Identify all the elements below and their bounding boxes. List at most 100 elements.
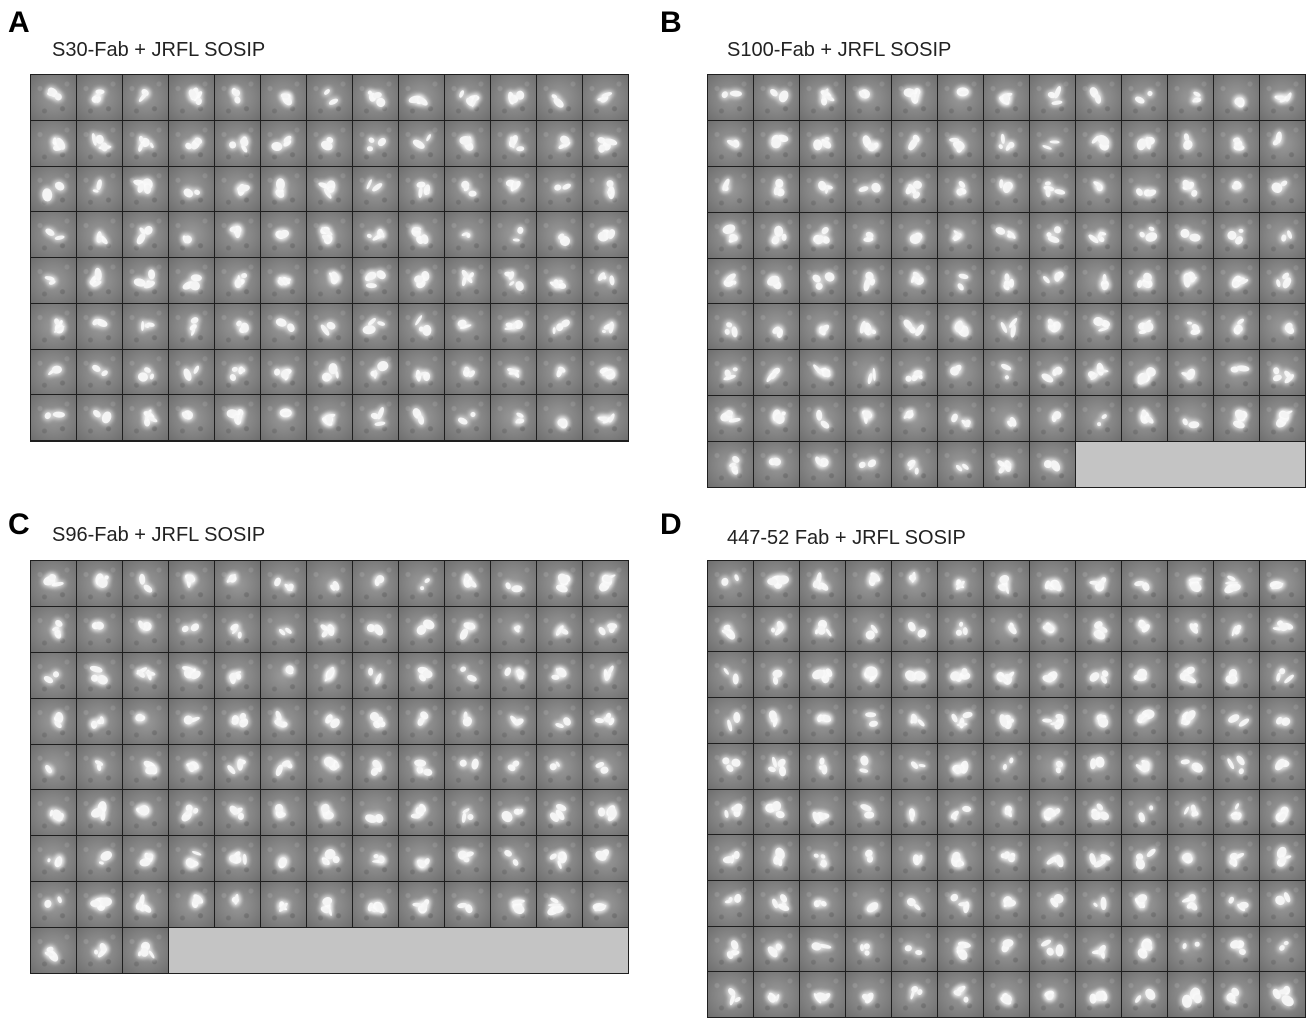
class-average-image (123, 790, 168, 836)
class-average-image (708, 442, 753, 487)
class-average-image (169, 606, 214, 652)
class-average-image (583, 166, 628, 212)
class-average-image (77, 212, 122, 257)
class-average-image (892, 442, 937, 487)
class-average-image (399, 698, 444, 744)
class-average-image (754, 561, 799, 606)
class-average-image (583, 561, 628, 606)
class-average-image (261, 75, 306, 120)
class-average-image (1076, 743, 1121, 789)
class-average-image (169, 303, 214, 349)
class-average-image (31, 75, 76, 120)
panel-a-class-averages-grid (30, 74, 629, 442)
class-average-image (169, 120, 214, 166)
class-average-image (169, 212, 214, 257)
class-average-image (938, 698, 983, 743)
class-average-image (800, 166, 845, 212)
class-average-image (938, 880, 983, 926)
class-average-image (984, 698, 1029, 743)
class-average-image (800, 258, 845, 304)
class-average-image (892, 212, 937, 258)
class-average-image (984, 743, 1029, 789)
class-average-image (846, 120, 891, 166)
class-average-image (1076, 212, 1121, 258)
class-average-image (77, 120, 122, 166)
class-average-image (491, 258, 536, 303)
class-average-image (1122, 743, 1167, 789)
class-average-image (77, 698, 122, 744)
class-average-image (846, 880, 891, 926)
class-average-image (1214, 120, 1259, 166)
class-average-image (215, 652, 260, 698)
class-average-image (800, 75, 845, 120)
class-average-image (123, 166, 168, 212)
class-average-image (754, 212, 799, 258)
class-average-image (1168, 743, 1213, 789)
class-average-image (31, 790, 76, 836)
class-average-image (1076, 120, 1121, 166)
class-average-image (261, 303, 306, 349)
class-average-image (399, 166, 444, 212)
class-average-image (399, 349, 444, 395)
class-average-image (984, 926, 1029, 972)
class-average-image (938, 561, 983, 606)
class-average-image (353, 790, 398, 836)
class-average-image (491, 75, 536, 120)
panel-c-title: S96-Fab + JRFL SOSIP (52, 524, 266, 546)
class-average-image (708, 880, 753, 926)
class-average-image (123, 928, 168, 973)
class-average-image (846, 972, 891, 1017)
class-average-image (754, 789, 799, 835)
class-average-image (800, 442, 845, 487)
class-average-image (307, 212, 352, 257)
class-average-image (1168, 350, 1213, 396)
class-average-image (800, 789, 845, 835)
class-average-image (892, 606, 937, 652)
class-average-image (1030, 75, 1075, 120)
class-average-image (1260, 972, 1305, 1017)
class-average-image (1076, 835, 1121, 880)
class-average-image (169, 395, 214, 440)
class-average-image (77, 744, 122, 790)
class-average-image (892, 120, 937, 166)
class-average-image (31, 120, 76, 166)
class-average-image (754, 258, 799, 304)
class-average-image (215, 790, 260, 836)
class-average-image (984, 880, 1029, 926)
class-average-image (1168, 972, 1213, 1017)
class-average-image (1076, 880, 1121, 926)
class-average-image (583, 303, 628, 349)
class-average-image (307, 790, 352, 836)
class-average-image (846, 561, 891, 606)
class-average-image (1076, 350, 1121, 396)
class-average-image (169, 652, 214, 698)
class-average-image (1030, 743, 1075, 789)
class-average-image (1168, 212, 1213, 258)
class-average-image (491, 212, 536, 257)
class-average-image (1030, 258, 1075, 304)
class-average-image (77, 652, 122, 698)
class-average-image (123, 652, 168, 698)
class-average-image (537, 166, 582, 212)
class-average-image (1260, 606, 1305, 652)
class-average-image (583, 882, 628, 928)
class-average-image (445, 303, 490, 349)
class-average-image (445, 698, 490, 744)
class-average-image (1260, 835, 1305, 880)
class-average-image (1260, 789, 1305, 835)
class-average-image (708, 972, 753, 1017)
class-average-image (537, 75, 582, 120)
class-average-image (1122, 880, 1167, 926)
class-average-image (1030, 789, 1075, 835)
class-average-image (892, 258, 937, 304)
class-average-image (1030, 350, 1075, 396)
class-average-image (1214, 789, 1259, 835)
class-average-image (261, 166, 306, 212)
class-average-image (846, 789, 891, 835)
class-average-image (1076, 258, 1121, 304)
class-average-image (938, 606, 983, 652)
class-average-image (1260, 350, 1305, 396)
class-average-image (261, 652, 306, 698)
class-average-image (1122, 258, 1167, 304)
class-average-image (800, 120, 845, 166)
